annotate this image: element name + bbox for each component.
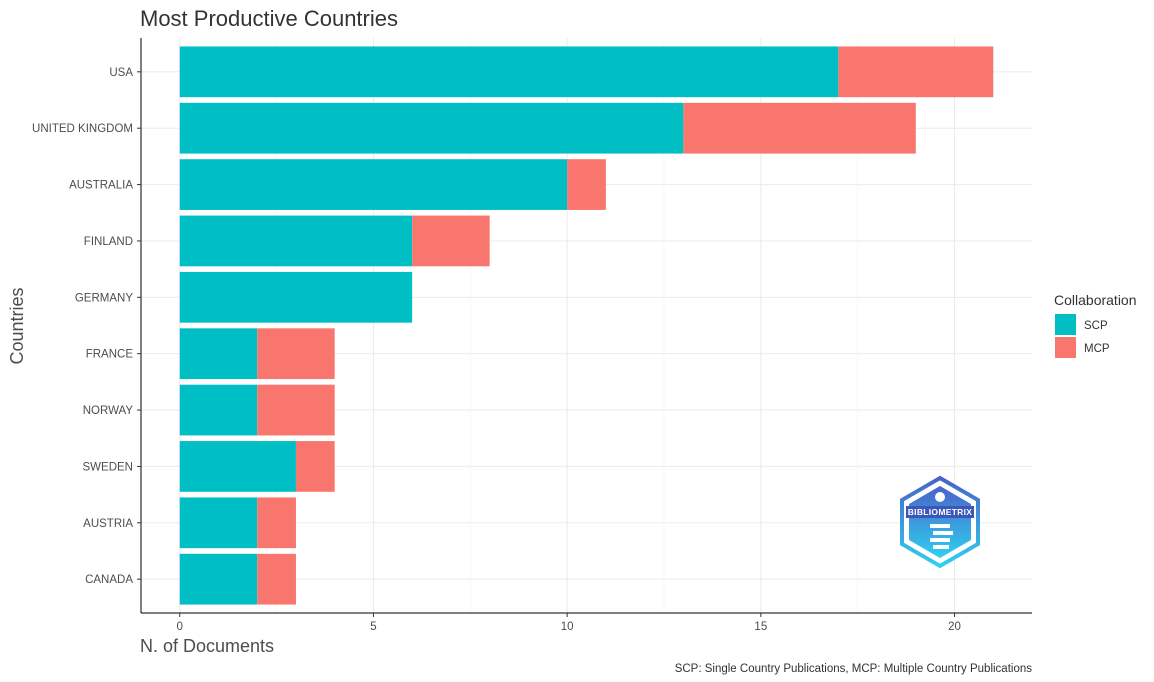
caption: SCP: Single Country Publications, MCP: M… (675, 663, 1033, 675)
bar-mcp (295, 441, 335, 492)
x-tick-label: 5 (370, 621, 376, 633)
y-tick-label: FRANCE (86, 349, 134, 361)
y-tick-label: CANADA (85, 574, 133, 586)
bar-scp (179, 441, 296, 492)
y-axis-title: Countries (7, 287, 27, 364)
bar-scp (179, 497, 258, 549)
y-tick-label: UNITED KINGDOM (32, 123, 133, 135)
bar-mcp (838, 46, 994, 98)
y-tick-label: NORWAY (83, 405, 134, 417)
axes (137, 38, 1032, 617)
bar-mcp (567, 159, 606, 210)
bar-scp (179, 271, 413, 323)
bar-mcp (257, 384, 335, 436)
bars (179, 46, 994, 605)
chart-title: Most Productive Countries (140, 6, 398, 31)
legend-label-scp: SCP (1084, 320, 1108, 332)
x-tick-label: 0 (177, 621, 183, 633)
bar-scp (179, 46, 839, 98)
y-tick-label: GERMANY (75, 292, 133, 304)
bar-scp (179, 384, 258, 436)
bar-mcp (683, 102, 916, 154)
legend-key-scp (1055, 314, 1076, 335)
y-tick-label: SWEDEN (83, 461, 133, 473)
logo-text: BIBLIOMETRIX (908, 507, 973, 517)
bar-scp (179, 159, 568, 210)
logo-hexagon-fill (909, 486, 971, 558)
bar-scp (179, 328, 258, 380)
y-tick-label: AUSTRIA (83, 518, 133, 530)
bar-scp (179, 215, 413, 267)
tick-labels: USA UNITED KINGDOM AUSTRALIA FINLAND GERMANY… (32, 67, 961, 633)
bar-mcp (257, 328, 335, 380)
y-tick-label: USA (109, 67, 133, 79)
bar-mcp (257, 553, 296, 605)
x-tick-label: 20 (948, 621, 961, 633)
logo-steps-shape (930, 524, 953, 549)
legend-label-mcp: MCP (1084, 343, 1110, 355)
bar-scp (179, 102, 684, 154)
legend-title: Collaboration (1054, 292, 1137, 308)
logo-head-shape (935, 492, 945, 502)
legend: Collaboration SCP MCP (1054, 292, 1137, 358)
bar-mcp (412, 215, 490, 267)
y-tick-label: AUSTRALIA (69, 180, 133, 192)
x-tick-label: 15 (754, 621, 767, 633)
x-axis-title: N. of Documents (140, 636, 274, 656)
legend-key-mcp (1055, 337, 1076, 358)
y-tick-label: FINLAND (84, 236, 133, 248)
bar-scp (179, 553, 258, 605)
x-tick-label: 10 (561, 621, 574, 633)
bibliometrix-logo: BIBLIOMETRIX (900, 475, 980, 569)
bar-mcp (257, 497, 296, 549)
logo-banner (906, 506, 974, 518)
